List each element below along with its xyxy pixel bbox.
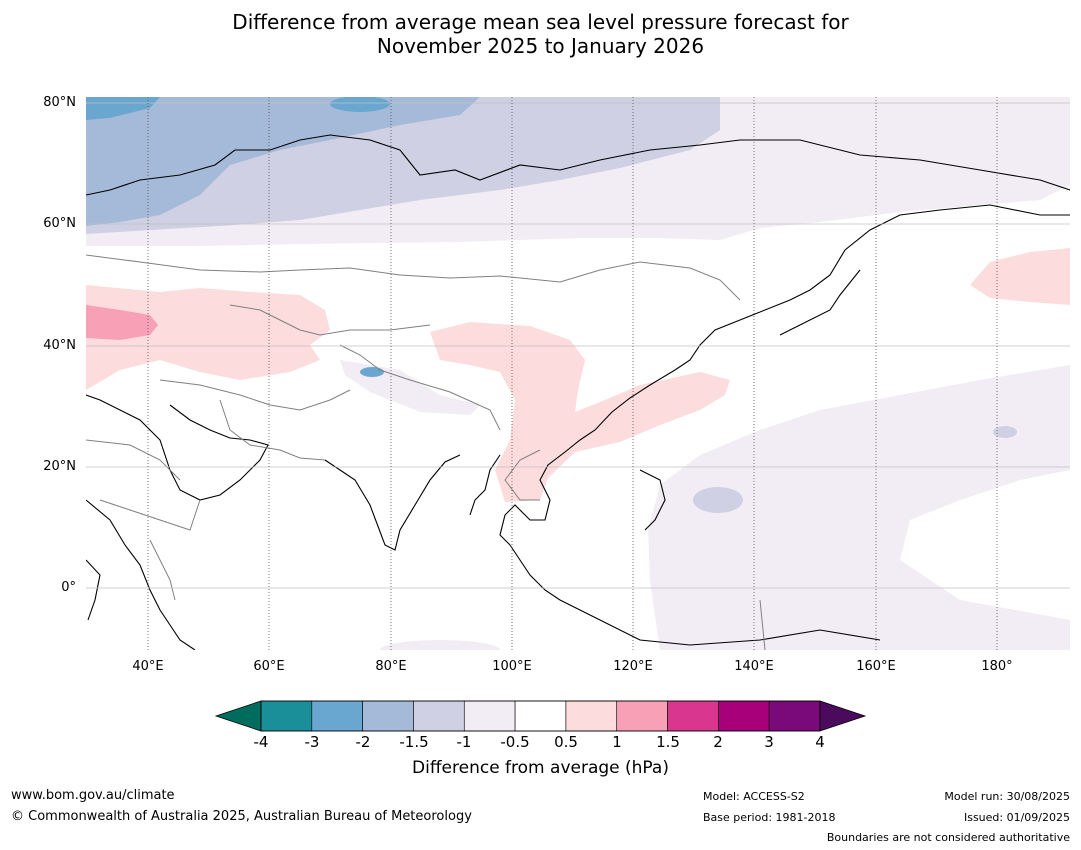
colorbar-tick-label: -0.5 <box>500 733 530 751</box>
copyright-notice: © Commonwealth of Australia 2025, Austra… <box>11 809 472 824</box>
base-period: Base period: 1981-2018 <box>703 811 836 824</box>
issued-date: Issued: 01/09/2025 <box>963 811 1070 824</box>
colorbar-tick-label: -1 <box>456 733 472 751</box>
lon-label-180: 180° <box>981 659 1013 674</box>
colorbar-tick-label: 1 <box>612 733 622 751</box>
colorbar-tick-label: 3 <box>764 733 774 751</box>
lat-label-60n: 60°N <box>43 216 76 231</box>
colorbar-tick-label: 0.5 <box>554 733 578 751</box>
anomaly-region-pos-0-5-central-asia <box>86 285 330 390</box>
lat-label-40n: 40°N <box>43 338 76 353</box>
anomaly-region-neg-2-kashmir <box>360 367 384 377</box>
colorbar-low-extend <box>214 700 262 732</box>
colorbar-segment <box>718 700 770 732</box>
colorbar-segment <box>667 700 719 732</box>
lat-label-80n: 80°N <box>43 95 76 110</box>
anomaly-region-pos-0-5-pacific-north <box>970 248 1070 305</box>
colorbar-title: Difference from average (hPa) <box>412 758 669 778</box>
colorbar-segment <box>616 700 668 732</box>
colorbar-tick-label: -2 <box>355 733 371 751</box>
lon-label-100e: 100°E <box>492 659 532 674</box>
colorbar-tick-label: 4 <box>815 733 825 751</box>
colorbar-segment <box>565 700 618 732</box>
colorbar-segment <box>768 700 821 732</box>
colorbar-tick-label: -4 <box>253 733 269 751</box>
colorbar-segment <box>413 700 465 732</box>
colorbar-tick-label: 1.5 <box>656 733 680 751</box>
lat-label-20n: 20°N <box>43 459 76 474</box>
anomaly-region-neg-0-5-south <box>380 640 500 650</box>
boundaries-disclaimer: Boundaries are not considered authoritat… <box>826 831 1070 844</box>
colorbar-segment <box>260 700 313 732</box>
anomaly-region-neg-1-5 <box>86 97 480 226</box>
latitude-gridlines <box>86 102 1070 589</box>
lon-label-60e: 60°E <box>253 659 285 674</box>
lon-label-80e: 80°E <box>375 659 407 674</box>
colorbar-tick-label: 2 <box>713 733 723 751</box>
map-title-line-2: November 2025 to January 2026 <box>376 34 705 58</box>
colorbar-tick-label: -1.5 <box>399 733 429 751</box>
anomaly-region-neg-1-pacific-b <box>993 426 1017 438</box>
map-title-line-1: Difference from average mean sea level p… <box>232 10 849 34</box>
model-run-date: Model run: 30/08/2025 <box>944 790 1070 803</box>
colorbar <box>214 700 867 732</box>
website-link[interactable]: www.bom.gov.au/climate <box>11 788 175 803</box>
anomaly-region-neg-0-5-pacific <box>648 365 1070 650</box>
lon-label-120e: 120°E <box>613 659 653 674</box>
anomaly-region-pos-0-5-china <box>430 322 730 502</box>
anomaly-region-pos-1-caspian <box>86 305 158 340</box>
lat-label-0: 0° <box>61 580 76 595</box>
coastlines <box>86 134 1070 650</box>
colorbar-outline <box>260 700 821 732</box>
anomaly-region-neg-2-b <box>330 97 390 112</box>
colorbar-segment <box>362 700 414 732</box>
colorbar-segment <box>514 700 567 732</box>
lon-label-140e: 140°E <box>734 659 774 674</box>
anomaly-region-neg-1-pacific <box>693 487 743 513</box>
colorbar-segment <box>311 700 363 732</box>
colorbar-high-extend <box>819 700 867 732</box>
model-name: Model: ACCESS-S2 <box>703 790 805 803</box>
colorbar-tick-label: -3 <box>304 733 320 751</box>
country-borders <box>86 254 766 650</box>
lon-label-160e: 160°E <box>856 659 896 674</box>
colorbar-segment <box>463 700 516 732</box>
longitude-gridlines <box>147 97 998 650</box>
lon-label-40e: 40°E <box>132 659 164 674</box>
